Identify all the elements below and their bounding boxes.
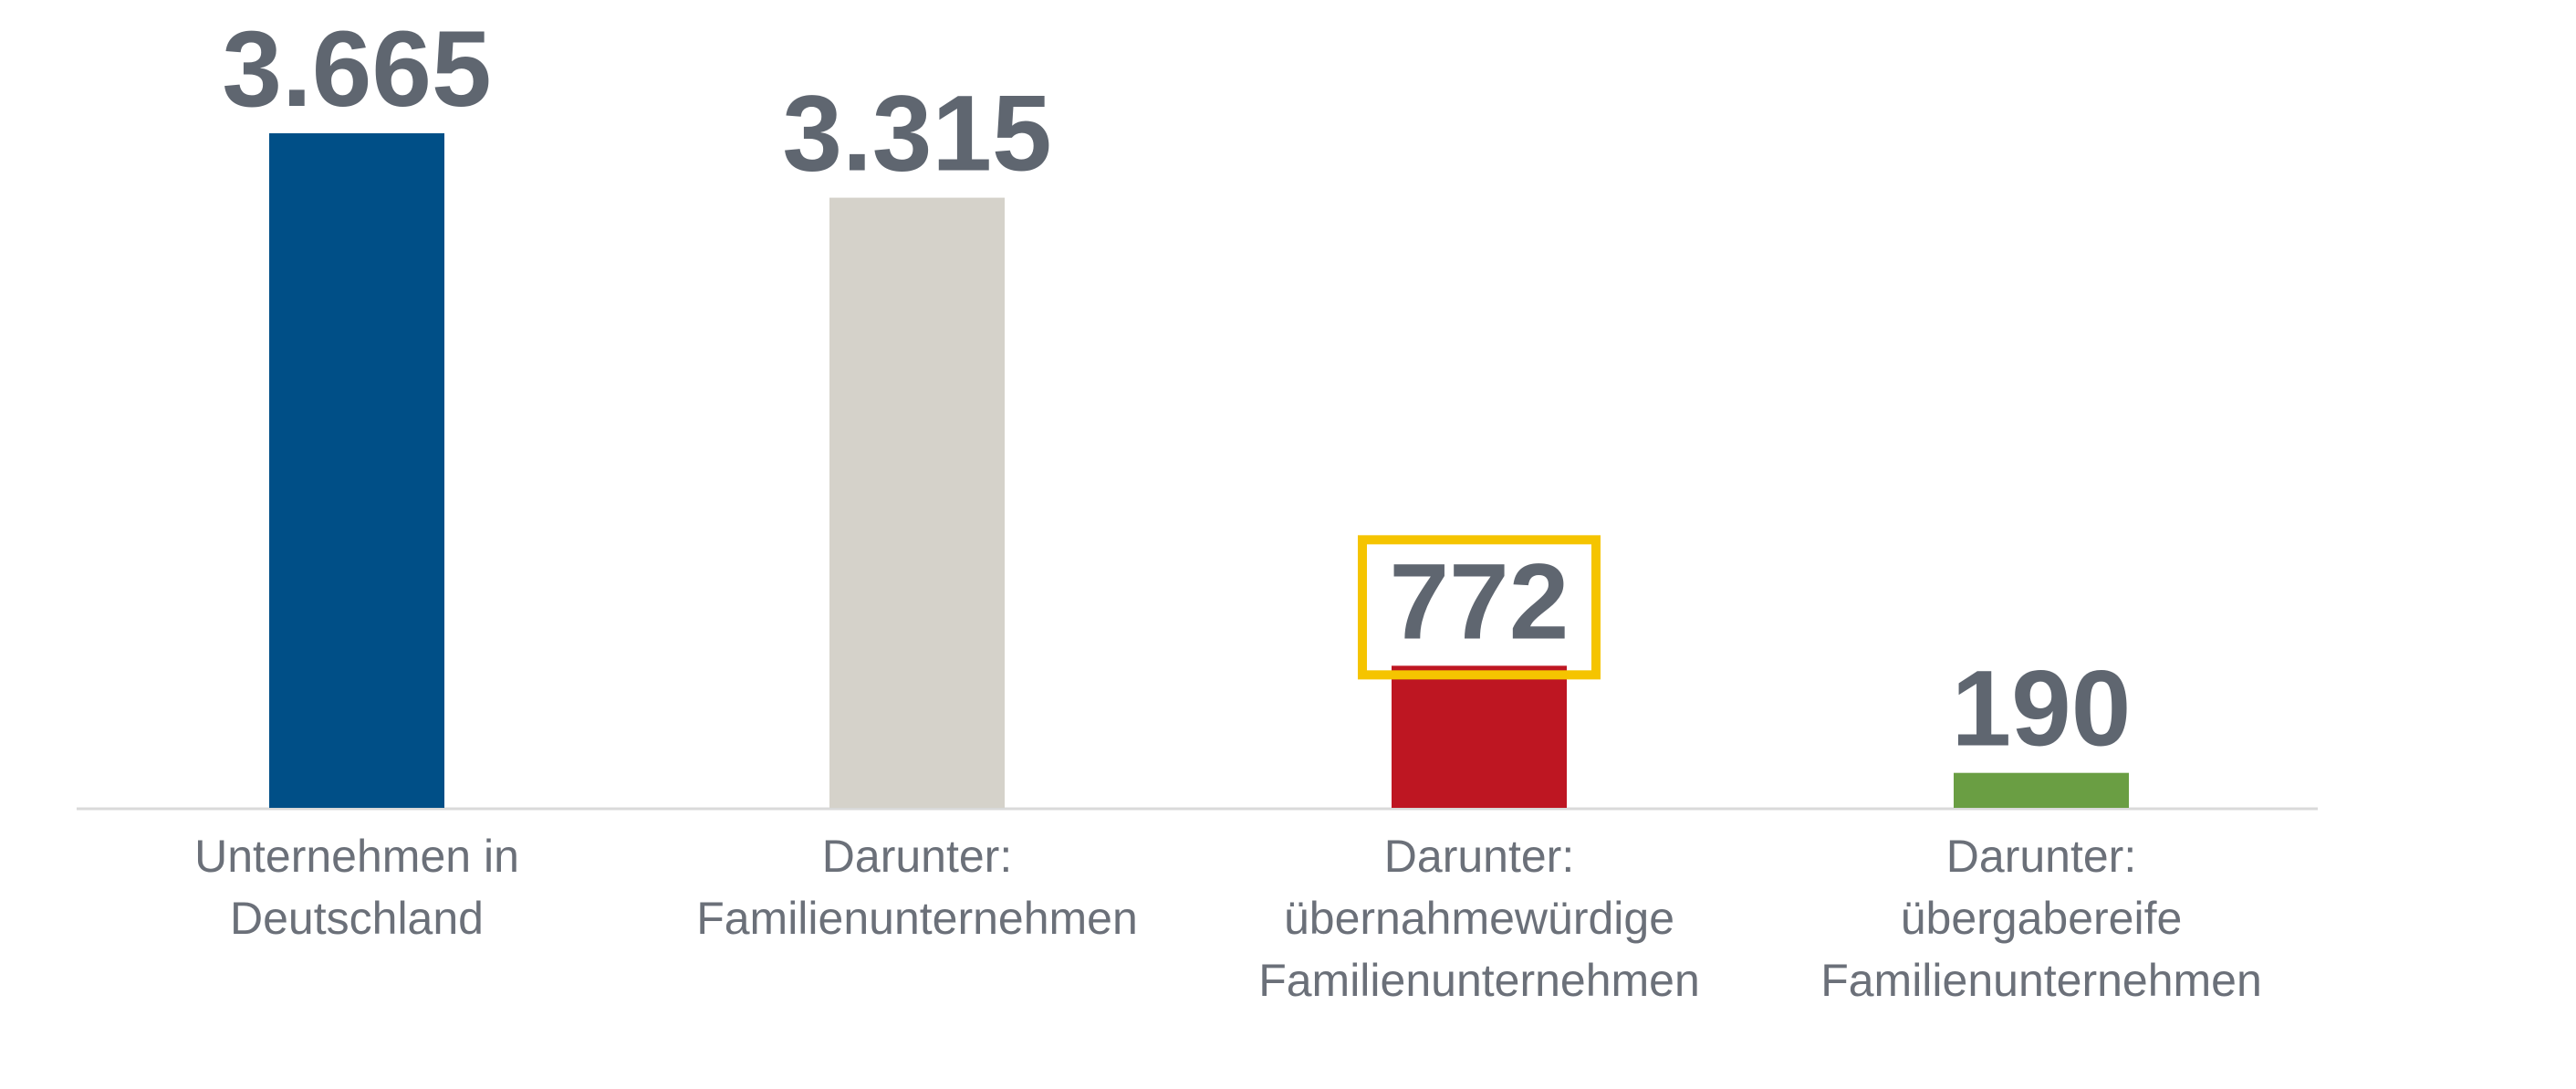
bar-3 [1392, 665, 1567, 808]
bars-group [269, 133, 2129, 808]
category-label-line: übernahmewürdige [1284, 893, 1674, 944]
bar-4 [1954, 772, 2129, 808]
value-labels-group: 3.665 3.315 772 190 [222, 9, 2131, 770]
category-label-line: Familienunternehmen [1258, 955, 1700, 1006]
category-label-line: Darunter: [1384, 831, 1574, 882]
highlight-box [1358, 535, 1601, 680]
bar-1 [269, 133, 444, 808]
category-label-2: Darunter: Familienunternehmen [696, 831, 1138, 944]
bar-2 [829, 197, 1005, 808]
highlight-group [1358, 535, 1601, 680]
category-label-3: Darunter: übernahmewürdige Familienunterne… [1258, 831, 1700, 1006]
category-label-line: Darunter: [1946, 831, 2136, 882]
category-label-line: übergabereife [1901, 893, 2183, 944]
category-label-line: Unternehmen in [194, 831, 519, 882]
category-label-line: Darunter: [822, 831, 1012, 882]
value-label-1: 3.665 [222, 9, 491, 130]
value-label-2: 3.315 [782, 74, 1051, 194]
value-label-4: 190 [1952, 649, 2132, 770]
category-label-line: Familienunternehmen [1820, 955, 2262, 1006]
value-label-3: 772 [1390, 541, 1570, 662]
category-label-1: Unternehmen in Deutschland [194, 831, 519, 944]
category-label-4: Darunter: übergabereife Familienunternehme… [1820, 831, 2262, 1006]
category-labels-group: Unternehmen in Deutschland Darunter: Famili… [194, 831, 2262, 1006]
category-label-line: Familienunternehmen [696, 893, 1138, 944]
category-label-line: Deutschland [230, 893, 484, 944]
